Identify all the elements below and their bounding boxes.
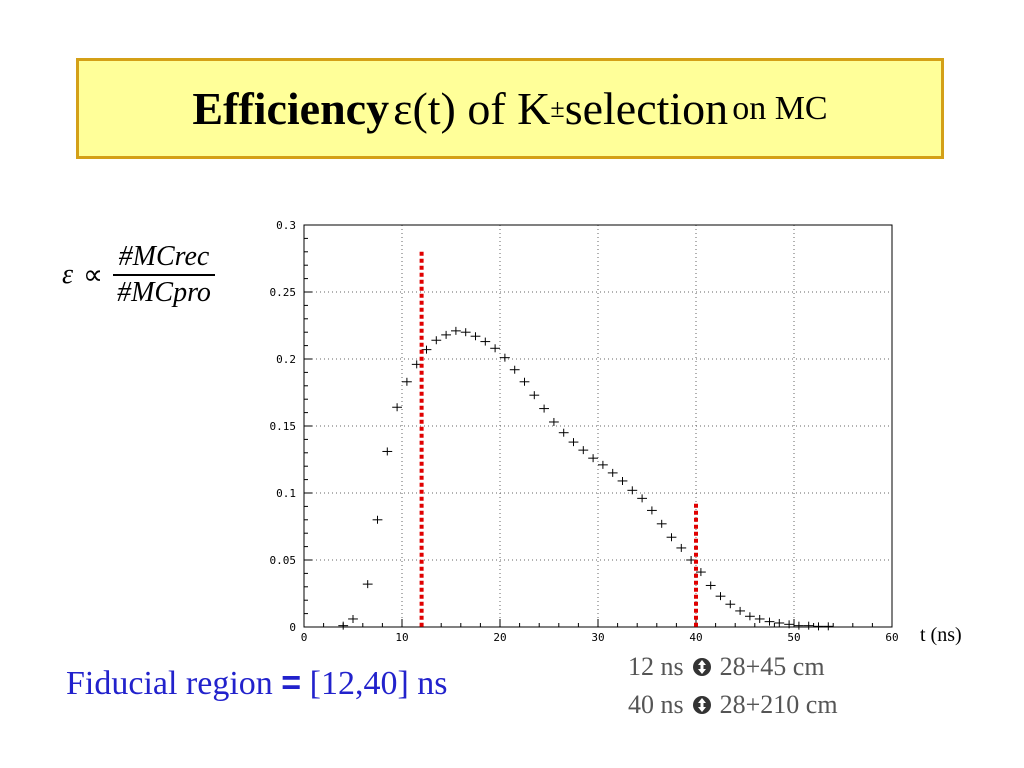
data-point [823,622,834,631]
data-point [617,476,628,485]
x-tick-label: 20 [493,631,506,644]
double-arrow-icon [692,696,711,714]
title-bold: Efficiency [192,83,390,134]
formula-fraction: #MCrec #MCpro [113,240,215,310]
y-tick-label: 0.25 [270,286,297,299]
data-point [490,344,500,353]
data-point [470,332,481,341]
data-point [754,614,765,623]
title-epsilon: ε [393,83,413,134]
x-tick-label: 0 [301,631,308,644]
data-point [421,345,432,354]
data-point [431,336,442,345]
fiducial-range: [12,40] ns [309,665,448,702]
data-point [725,600,736,609]
conversion-notes: 12 ns 28+45 cm 40 ns 28+210 cm [628,648,838,724]
y-tick-label: 0.1 [276,487,296,500]
data-point [588,454,598,463]
data-point [451,326,461,335]
data-point [549,417,559,426]
note-row: 40 ns 28+210 cm [628,686,838,724]
data-point [666,533,677,542]
y-tick-label: 0 [289,621,296,634]
y-tick-label: 0.05 [270,554,297,567]
data-point [578,446,589,455]
y-tick-label: 0.3 [276,219,296,232]
note-time: 40 ns [628,690,684,719]
data-point [509,365,520,374]
data-point [402,377,412,386]
formula-denominator: #MCpro [117,276,211,308]
fiducial-eq: = [281,664,302,702]
double-arrow-icon [692,658,711,676]
data-point [735,606,745,615]
title-box: Efficiency ε (t) of K ± selection on MC [76,58,944,159]
y-tick-label: 0.2 [276,353,296,366]
data-point [362,580,373,589]
x-tick-label: 30 [591,631,604,644]
data-point [715,592,726,601]
data-point [382,447,393,456]
data-point [348,614,358,623]
data-point [372,515,383,524]
x-tick-label: 10 [395,631,408,644]
data-point [500,353,510,362]
note-row: 12 ns 28+45 cm [628,648,838,686]
data-point [676,543,687,552]
data-point [813,622,824,631]
data-point [794,621,804,630]
fraction-bar [113,274,215,276]
data-point [774,618,785,627]
fiducial-region-text: Fiducial region = [12,40] ns [66,664,448,703]
data-point [696,568,706,577]
data-point [705,581,716,590]
fiducial-label: Fiducial region [66,665,273,702]
note-distance: 28+45 cm [719,652,825,681]
y-tick-label: 0.15 [270,420,297,433]
title-rest: selection [564,83,729,134]
data-point [647,506,657,515]
title-arg: (t) of K [412,83,551,134]
data-point [338,621,349,630]
data-point [460,328,471,337]
data-point [656,519,667,528]
data-point [539,404,549,413]
formula-relation: ∝ [83,259,104,291]
x-tick-label: 60 [885,631,898,644]
note-distance: 28+210 cm [719,690,838,719]
data-point [764,617,775,626]
efficiency-formula: ε ∝ #MCrec #MCpro [62,240,215,310]
data-point [784,620,794,629]
data-point [627,486,638,495]
data-point [637,494,647,503]
x-tick-label: 40 [689,631,702,644]
data-point [568,438,579,447]
data-point [480,337,491,346]
title-small: on MC [732,89,828,127]
note-time: 12 ns [628,652,684,681]
data-point [441,330,451,339]
data-point [598,460,608,469]
data-point [558,428,569,437]
data-point [607,468,618,477]
x-tick-label: 50 [787,631,800,644]
formula-numerator: #MCrec [118,241,210,272]
data-point [745,612,755,621]
data-point [529,391,540,400]
x-axis-unit-label: t (ns) [920,624,962,646]
formula-lhs: ε [62,258,74,290]
data-point [519,377,530,386]
data-point [392,403,402,412]
data-point [803,621,814,630]
